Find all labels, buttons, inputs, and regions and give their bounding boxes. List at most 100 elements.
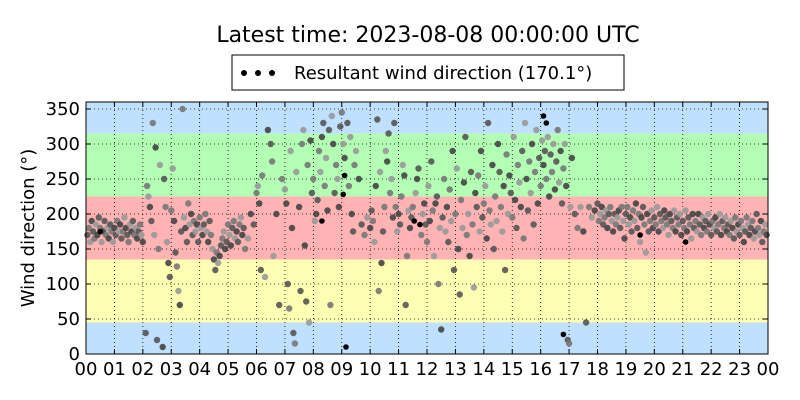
sample-point — [473, 203, 480, 211]
sample-point — [180, 214, 188, 221]
x-tick-label: 03 — [160, 359, 183, 380]
sample-point — [288, 224, 296, 232]
sample-point — [382, 147, 389, 155]
x-tick-label: 02 — [131, 359, 154, 380]
sample-point — [560, 165, 567, 172]
sample-point — [209, 245, 216, 253]
y-tick-label: 350 — [46, 99, 80, 120]
sample-point — [367, 224, 374, 232]
sample-point — [182, 224, 189, 232]
sample-point — [550, 140, 557, 148]
sample-point — [267, 140, 274, 148]
sample-point — [330, 140, 337, 148]
sample-point — [239, 231, 246, 239]
sample-point — [396, 221, 404, 228]
sample-point — [193, 221, 200, 228]
sample-point — [227, 242, 235, 249]
sample-point — [375, 287, 382, 295]
sample-point — [406, 224, 414, 232]
sample-point — [601, 214, 608, 221]
sample-point — [402, 301, 409, 309]
x-tick-label: 01 — [103, 359, 126, 380]
sample-point — [459, 224, 466, 232]
sample-point — [658, 217, 665, 225]
chart-title: Latest time: 2023-08-08 00:00:00 UTC — [216, 23, 639, 48]
sample-point — [212, 266, 219, 274]
sample-point — [558, 200, 566, 207]
sample-point — [139, 238, 146, 246]
sample-point — [236, 221, 243, 228]
sample-point — [348, 210, 355, 218]
resultant-point — [543, 120, 550, 126]
sample-point — [347, 133, 354, 141]
sample-point — [538, 137, 546, 144]
sample-point — [517, 203, 524, 211]
sample-point — [89, 228, 97, 235]
sample-point — [364, 214, 371, 221]
sample-point — [565, 340, 573, 347]
sample-point — [195, 238, 202, 246]
sample-point — [268, 158, 276, 165]
sample-point — [523, 175, 530, 183]
sample-point — [415, 165, 422, 172]
sample-point — [445, 238, 452, 246]
sample-point — [469, 221, 476, 228]
sample-point — [429, 207, 436, 214]
sample-point — [641, 221, 648, 228]
sample-point — [338, 109, 345, 116]
sample-point — [521, 119, 529, 127]
sample-point — [639, 203, 647, 211]
sample-point — [301, 242, 308, 249]
sample-point — [621, 235, 628, 242]
sample-point — [749, 217, 756, 225]
sample-point — [372, 182, 379, 190]
resultant-point — [341, 172, 348, 179]
sample-point — [659, 224, 667, 232]
sample-point — [588, 214, 595, 221]
sample-point — [111, 224, 118, 232]
sample-point — [567, 203, 574, 211]
sample-point — [337, 123, 344, 130]
sample-point — [695, 210, 702, 218]
sample-point — [607, 203, 614, 211]
sample-point — [389, 214, 397, 221]
sample-point — [185, 200, 192, 207]
x-tick-label: 21 — [671, 359, 694, 380]
sample-point — [708, 231, 715, 239]
x-tick-label: 20 — [643, 359, 666, 380]
sample-point — [183, 238, 191, 246]
sample-point — [315, 147, 323, 155]
sample-point — [349, 228, 357, 235]
legend-box — [231, 54, 625, 91]
sample-point — [125, 238, 132, 246]
sample-point — [143, 182, 151, 190]
sample-point — [466, 252, 473, 260]
sample-point — [730, 235, 738, 242]
sample-point — [376, 168, 384, 176]
sample-point — [609, 228, 617, 235]
sample-point — [118, 235, 125, 242]
sample-point — [624, 203, 631, 211]
sample-point — [486, 207, 493, 214]
sample-point — [467, 168, 475, 176]
sample-point — [654, 203, 661, 211]
sample-point — [186, 221, 193, 228]
sample-point — [192, 228, 199, 235]
sample-point — [511, 196, 519, 204]
y-axis: 0 50 100 150 200 250 300 350 — [46, 99, 768, 365]
y-tick-label: 200 — [46, 204, 80, 225]
sample-point — [107, 221, 114, 228]
sample-point — [487, 221, 495, 228]
sample-point — [756, 231, 763, 239]
sample-point — [540, 161, 547, 169]
sample-point — [625, 221, 632, 228]
sample-point — [750, 235, 757, 242]
sample-point — [763, 231, 770, 239]
sample-point — [544, 133, 551, 141]
sample-point — [230, 217, 237, 225]
sample-point — [543, 175, 550, 183]
sample-point — [519, 147, 526, 155]
sample-point — [563, 182, 570, 190]
sample-point — [631, 217, 638, 225]
sample-point — [665, 231, 672, 239]
